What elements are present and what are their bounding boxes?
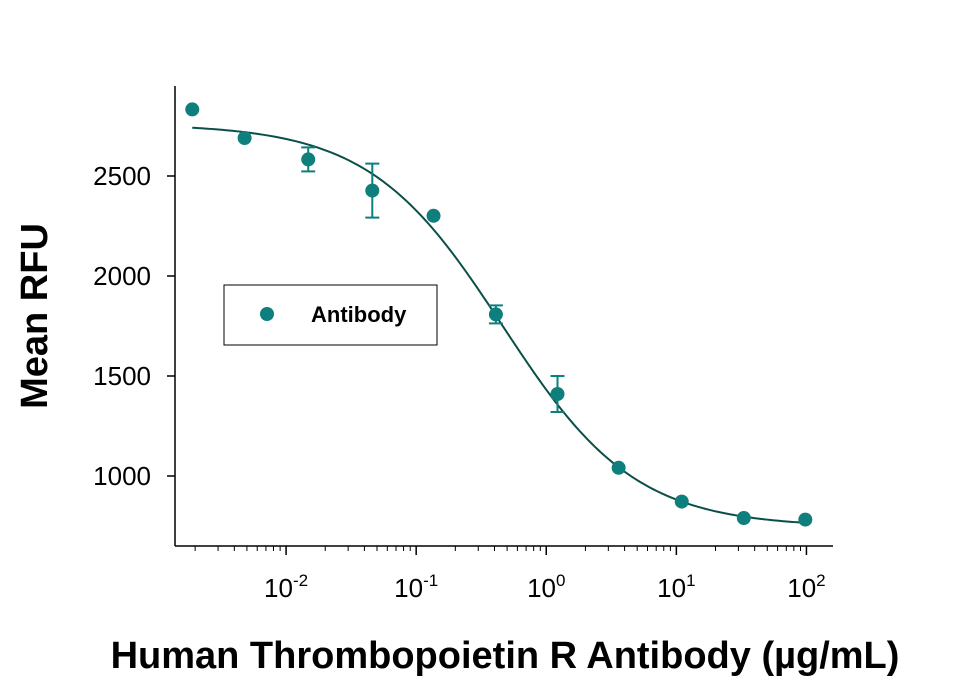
data-point bbox=[611, 460, 626, 475]
data-point bbox=[185, 102, 200, 117]
y-tick-label: 1000 bbox=[93, 461, 151, 491]
fit-curve bbox=[192, 126, 807, 524]
x-tick-label: 10-1 bbox=[394, 571, 438, 603]
data-point bbox=[301, 152, 316, 167]
data-point bbox=[237, 131, 252, 145]
x-tick-label: 10-2 bbox=[264, 571, 308, 603]
y-tick-label: 2000 bbox=[93, 261, 151, 291]
data-points bbox=[185, 102, 813, 527]
data-point bbox=[365, 183, 380, 198]
y-tick-label: 1500 bbox=[93, 361, 151, 391]
x-tick-label: 100 bbox=[527, 571, 565, 603]
y-axis-title: Mean RFU bbox=[14, 223, 56, 409]
data-point bbox=[674, 494, 689, 509]
error-bars bbox=[301, 146, 565, 413]
x-minor-ticks bbox=[194, 546, 801, 551]
data-point bbox=[736, 511, 751, 525]
x-tick-label: 101 bbox=[657, 571, 695, 603]
data-point bbox=[426, 208, 441, 223]
y-ticks: 1000 1500 2000 2500 bbox=[93, 161, 175, 491]
x-axis-title: Human Thrombopoietin R Antibody (µg/mL) bbox=[111, 635, 900, 677]
legend-label: Antibody bbox=[311, 302, 407, 327]
x-tick-label: 102 bbox=[787, 571, 825, 603]
x-major-ticks: 10-2 10-1 100 101 102 bbox=[264, 546, 826, 603]
y-tick-label: 2500 bbox=[93, 161, 151, 191]
legend: Antibody bbox=[223, 284, 438, 346]
data-point bbox=[550, 387, 565, 401]
legend-box bbox=[223, 284, 438, 346]
data-point bbox=[798, 512, 813, 527]
data-point bbox=[488, 307, 503, 322]
legend-marker bbox=[260, 307, 274, 321]
